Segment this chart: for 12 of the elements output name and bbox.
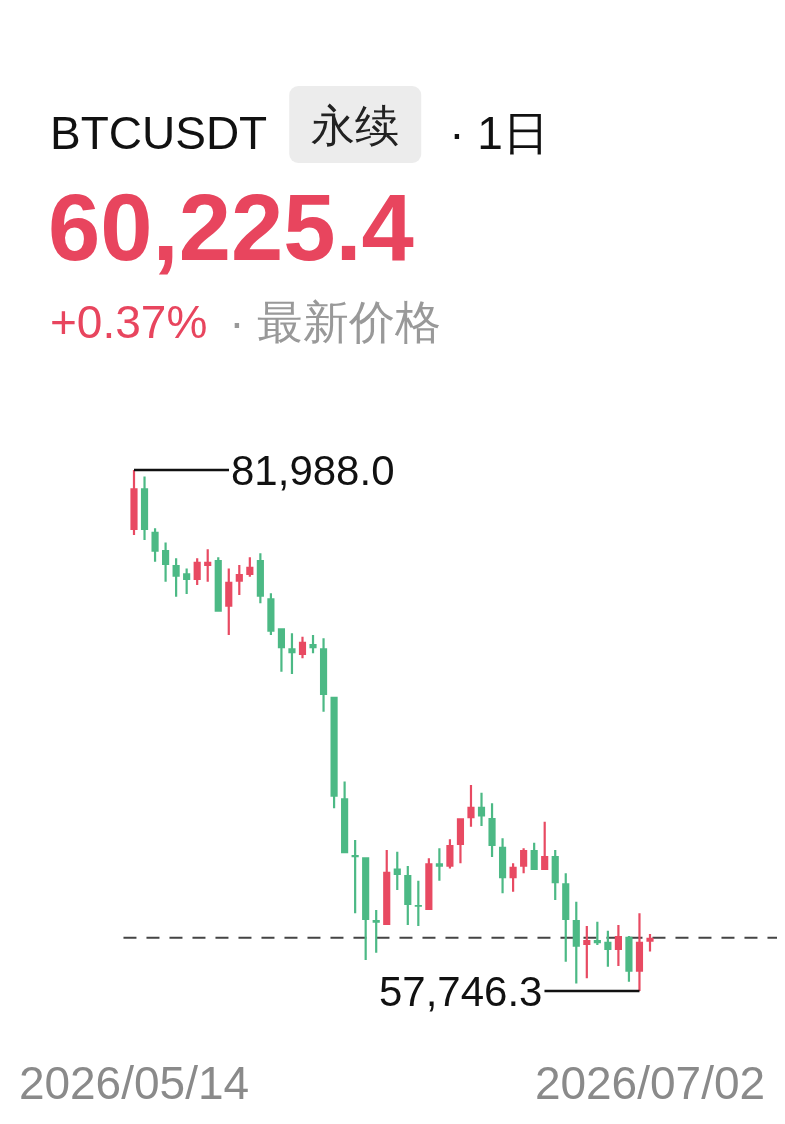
change: +0.37% — [50, 296, 208, 348]
x-tick-label: 2026/07/02 — [534, 1057, 766, 1109]
last-price: 60,225.4 — [48, 175, 414, 280]
period: · 1日 — [449, 107, 549, 159]
annotation: 81,988.0 — [231, 446, 395, 494]
title: BTCUSDT — [50, 107, 268, 159]
annotation: 57,746.3 — [378, 967, 543, 1015]
price-label: 81,988.0 — [134, 446, 395, 494]
badge: 永续 — [289, 86, 422, 163]
price-label: 57,746.3 — [378, 967, 640, 1015]
x-tick-label: 2026/05/14 — [18, 1057, 250, 1109]
price-note: · 最新价格 — [229, 296, 442, 348]
